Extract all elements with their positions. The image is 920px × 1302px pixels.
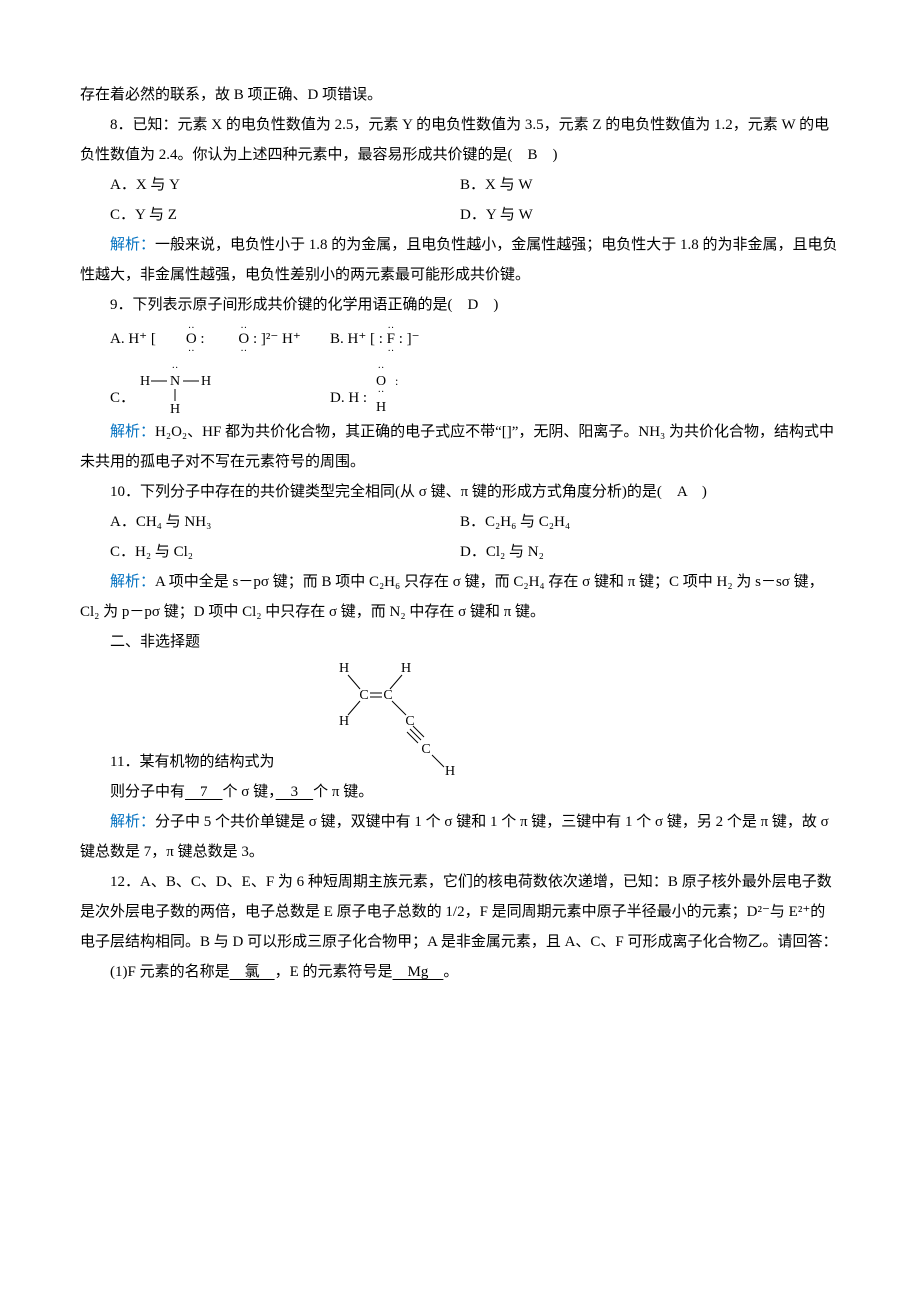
- q11-answer: 解析：分子中 5 个共价单键是 σ 键，双键中有 1 个 σ 键和 1 个 π …: [80, 807, 840, 867]
- svg-text::: :: [395, 374, 398, 388]
- lewis-f: ··F··: [387, 324, 395, 355]
- q9-ans-text: H₂O₂、HF 都为共价化合物，其正确的电子式应不带“[]”，无阴、阳离子。NH…: [80, 424, 834, 470]
- page: 存在着必然的联系，故 B 项正确、D 项错误。 8．已知：元素 X 的电负性数值…: [0, 0, 920, 1067]
- q9-ans-label: 解析：: [110, 424, 155, 440]
- nh3-structure: ·· H N H H: [135, 363, 215, 413]
- svg-text:H: H: [401, 661, 411, 676]
- svg-text:N: N: [170, 374, 180, 389]
- q11-stem-pre: 11．某有机物的结构式为: [80, 747, 274, 777]
- section2-heading: 二、非选择题: [80, 627, 840, 657]
- q11-molecule: H H C C H C C: [314, 657, 464, 777]
- q8-opt-a: A．X 与 Y: [80, 170, 460, 200]
- q11-blank2: 3: [276, 784, 314, 800]
- q9-a-sep: :: [197, 331, 209, 347]
- lewis-o-1: ··O··: [156, 324, 197, 355]
- q10-ans-text: A 项中全是 s－pσ 键；而 B 项中 C₂H₆ 只存在 σ 键，而 C₂H₄…: [80, 574, 824, 620]
- q11-line2: 则分子中有 7 个 σ 键， 3 个 π 键。: [80, 777, 840, 807]
- q8-opt-b: B．X 与 W: [460, 170, 840, 200]
- svg-text:··: ··: [378, 387, 385, 398]
- q8-row2: C．Y 与 Z D．Y 与 W: [80, 200, 840, 230]
- q9-opt-c: C． ·· H N H H: [80, 363, 330, 413]
- q10-answer: 解析：A 项中全是 s－pσ 键；而 B 项中 C₂H₆ 只存在 σ 键，而 C…: [80, 567, 840, 627]
- q11-l2-pre: 则分子中有: [110, 784, 185, 800]
- q11-ans-label: 解析：: [110, 814, 155, 830]
- q8-opt-c: C．Y 与 Z: [80, 200, 460, 230]
- svg-text:H: H: [170, 402, 180, 413]
- q9-row-cd: C． ·· H N H H D. H : ·· O :: [80, 363, 840, 413]
- q11-l2-mid: 个 σ 键，: [223, 784, 276, 800]
- q9-opt-d: D. H : ·· O : ·· H: [330, 363, 580, 413]
- q11-stem: 11．某有机物的结构式为 H H C C H C: [80, 657, 840, 777]
- q12-s1-b2: Mg: [393, 964, 444, 980]
- svg-text:··: ··: [172, 363, 179, 374]
- q8-row1: A．X 与 Y B．X 与 W: [80, 170, 840, 200]
- q11-ans-text: 分子中 5 个共价单键是 σ 键，双键中有 1 个 σ 键和 1 个 π 键，三…: [80, 814, 829, 860]
- q12-sub1: (1)F 元素的名称是 氯 ，E 的元素符号是 Mg 。: [80, 957, 840, 987]
- svg-text:C: C: [422, 742, 431, 757]
- q10-opt-a: A．CH₄ 与 NH₃: [80, 507, 460, 537]
- h2o-structure: ·· O : ·· H: [371, 363, 411, 413]
- svg-text:H: H: [339, 661, 349, 676]
- q10-opt-b: B．C₂H₆ 与 C₂H₄: [460, 507, 840, 537]
- svg-text:H: H: [376, 400, 386, 413]
- q9-row-ab: A. H⁺ [··O·· : ··O·· : ]²⁻ H⁺ B. H⁺ [ : …: [80, 324, 840, 355]
- svg-text:H: H: [445, 764, 455, 777]
- q8-ans-label: 解析：: [110, 237, 155, 253]
- q12-stem: 12．A、B、C、D、E、F 为 6 种短周期主族元素，它们的核电荷数依次递增，…: [80, 867, 840, 957]
- svg-text:H: H: [140, 374, 150, 389]
- svg-text:··: ··: [378, 363, 385, 374]
- q9-a-pre: A. H⁺ [: [110, 331, 156, 347]
- q11-l2-post: 个 π 键。: [313, 784, 373, 800]
- q9-b-post: : ]⁻: [395, 331, 420, 347]
- q11-blank1: 7: [185, 784, 223, 800]
- q9-d-pre: D. H :: [330, 390, 371, 406]
- lewis-o-2: ··O··: [208, 324, 249, 355]
- q8-ans-text: 一般来说，电负性小于 1.8 的为金属，且电负性越小，金属性越强；电负性大于 1…: [80, 237, 838, 283]
- q9-a-post: : ]²⁻ H⁺: [249, 331, 301, 347]
- q12-s1-b1: 氯: [230, 964, 275, 980]
- svg-text:H: H: [201, 374, 211, 389]
- q10-stem: 10．下列分子中存在的共价键类型完全相同(从 σ 键、π 键的形成方式角度分析)…: [80, 477, 840, 507]
- q10-opt-d: D．Cl₂ 与 N₂: [460, 537, 840, 567]
- q8-stem: 8．已知：元素 X 的电负性数值为 2.5，元素 Y 的电负性数值为 3.5，元…: [80, 110, 840, 170]
- q9-b-pre: B. H⁺ [ :: [330, 331, 387, 347]
- q8-opt-d: D．Y 与 W: [460, 200, 840, 230]
- q9-answer: 解析：H₂O₂、HF 都为共价化合物，其正确的电子式应不带“[]”，无阴、阳离子…: [80, 417, 840, 477]
- svg-text:H: H: [339, 714, 349, 729]
- q9-opt-b: B. H⁺ [ : ··F·· : ]⁻: [330, 324, 580, 355]
- q12-s1-mid: ，E 的元素符号是: [275, 964, 393, 980]
- q10-ans-label: 解析：: [110, 574, 155, 590]
- q8-answer: 解析：一般来说，电负性小于 1.8 的为金属，且电负性越小，金属性越强；电负性大…: [80, 230, 840, 290]
- q9-opt-a: A. H⁺ [··O·· : ··O·· : ]²⁻ H⁺: [80, 324, 330, 355]
- q9-stem: 9．下列表示原子间形成共价键的化学用语正确的是( D ): [80, 290, 840, 320]
- q10-opt-c: C．H₂ 与 Cl₂: [80, 537, 460, 567]
- q12-s1-pre: (1)F 元素的名称是: [110, 964, 230, 980]
- q10-row1: A．CH₄ 与 NH₃ B．C₂H₆ 与 C₂H₄: [80, 507, 840, 537]
- q9-c-pre: C．: [110, 390, 135, 406]
- intro-line: 存在着必然的联系，故 B 项正确、D 项错误。: [80, 80, 840, 110]
- q12-s1-post: 。: [443, 964, 458, 980]
- q10-row2: C．H₂ 与 Cl₂ D．Cl₂ 与 N₂: [80, 537, 840, 567]
- svg-text:C: C: [384, 688, 393, 703]
- svg-text:C: C: [360, 688, 369, 703]
